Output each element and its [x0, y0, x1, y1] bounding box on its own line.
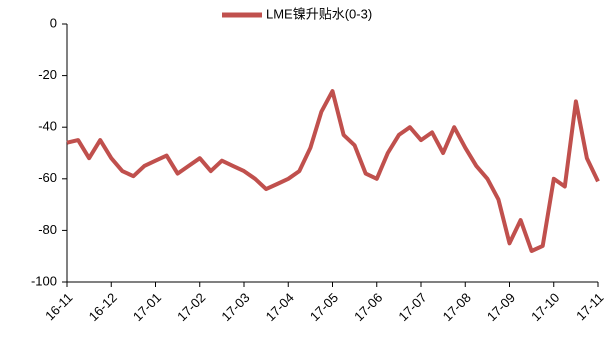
x-tick-label: 17-11 — [573, 290, 606, 323]
legend-label: LME镍升贴水(0-3) — [266, 6, 372, 21]
x-tick-label: 17-05 — [307, 290, 341, 324]
y-tick-label: 0 — [50, 15, 57, 30]
line-series — [66, 89, 600, 253]
x-tick-label: 17-03 — [218, 290, 252, 324]
y-tick-label: -100 — [31, 273, 57, 288]
x-tick-label: 17-06 — [351, 290, 385, 324]
y-tick-label: -20 — [38, 67, 57, 82]
x-tick-label: 17-09 — [484, 290, 518, 324]
x-tick-label: 17-02 — [174, 290, 208, 324]
x-tick-label: 17-08 — [440, 290, 474, 324]
x-tick-label: 17-01 — [130, 290, 164, 324]
y-tick-label: -40 — [38, 119, 57, 134]
y-tick-label: -60 — [38, 170, 57, 185]
x-tick-label: 17-04 — [263, 290, 297, 324]
x-tick-label: 16-12 — [86, 290, 120, 324]
y-tick-label: -80 — [38, 222, 57, 237]
x-tick-label: 17-07 — [395, 290, 429, 324]
x-tick-label: 17-10 — [528, 290, 562, 324]
x-tick-label: 16-11 — [42, 290, 75, 323]
